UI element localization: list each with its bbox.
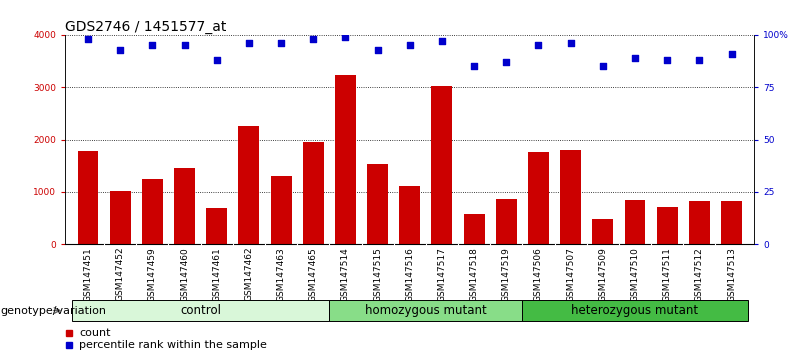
Bar xyxy=(528,152,549,244)
Bar xyxy=(72,300,330,321)
Point xyxy=(211,57,223,63)
Text: GSM147516: GSM147516 xyxy=(405,247,414,302)
Text: GSM147461: GSM147461 xyxy=(212,247,221,302)
Point xyxy=(500,59,512,65)
Bar xyxy=(657,207,678,244)
Bar xyxy=(109,191,131,244)
Bar xyxy=(335,75,356,244)
Text: percentile rank within the sample: percentile rank within the sample xyxy=(79,339,267,349)
Bar xyxy=(239,126,259,244)
Text: GSM147512: GSM147512 xyxy=(695,247,704,302)
Point xyxy=(725,51,738,57)
Text: control: control xyxy=(180,304,221,317)
Point xyxy=(629,55,642,61)
Text: heterozygous mutant: heterozygous mutant xyxy=(571,304,698,317)
Bar xyxy=(592,219,614,244)
Text: GSM147452: GSM147452 xyxy=(116,247,124,301)
Point xyxy=(403,42,416,48)
Point xyxy=(532,42,545,48)
Text: count: count xyxy=(79,327,111,337)
Bar xyxy=(560,150,581,244)
Text: GDS2746 / 1451577_at: GDS2746 / 1451577_at xyxy=(65,20,227,34)
Text: GSM147515: GSM147515 xyxy=(373,247,382,302)
Point xyxy=(371,47,384,52)
Bar xyxy=(271,176,291,244)
Bar xyxy=(496,199,517,244)
Text: GSM147459: GSM147459 xyxy=(148,247,157,302)
Point xyxy=(81,36,94,42)
Point xyxy=(468,63,480,69)
Text: GSM147517: GSM147517 xyxy=(437,247,446,302)
Bar xyxy=(330,300,523,321)
Point xyxy=(596,63,609,69)
Bar xyxy=(432,86,452,244)
Point xyxy=(693,57,705,63)
Text: GSM147519: GSM147519 xyxy=(502,247,511,302)
Text: GSM147462: GSM147462 xyxy=(244,247,254,301)
Point xyxy=(275,40,287,46)
Point xyxy=(178,42,191,48)
Point xyxy=(307,36,320,42)
Text: GSM147518: GSM147518 xyxy=(470,247,479,302)
Bar xyxy=(206,209,227,244)
Text: GSM147514: GSM147514 xyxy=(341,247,350,302)
Text: GSM147451: GSM147451 xyxy=(84,247,93,302)
Text: GSM147507: GSM147507 xyxy=(566,247,575,302)
Text: GSM147511: GSM147511 xyxy=(662,247,672,302)
Bar xyxy=(399,186,421,244)
Bar xyxy=(142,179,163,244)
Bar xyxy=(625,200,646,244)
Text: homozygous mutant: homozygous mutant xyxy=(365,304,487,317)
Text: GSM147506: GSM147506 xyxy=(534,247,543,302)
Text: GSM147510: GSM147510 xyxy=(630,247,639,302)
Point xyxy=(661,57,674,63)
Bar xyxy=(174,168,195,244)
Text: GSM147465: GSM147465 xyxy=(309,247,318,302)
Text: GSM147463: GSM147463 xyxy=(277,247,286,302)
Text: GSM147513: GSM147513 xyxy=(727,247,736,302)
Point xyxy=(339,34,352,40)
Bar xyxy=(367,164,388,244)
Text: GSM147460: GSM147460 xyxy=(180,247,189,302)
Point xyxy=(564,40,577,46)
Bar xyxy=(302,142,324,244)
Text: genotype/variation: genotype/variation xyxy=(1,306,107,315)
Bar xyxy=(689,201,710,244)
Bar xyxy=(523,300,748,321)
Point xyxy=(146,42,159,48)
Point xyxy=(436,39,448,44)
Point xyxy=(114,47,127,52)
Bar xyxy=(77,151,98,244)
Point xyxy=(243,40,255,46)
Bar xyxy=(721,201,742,244)
Bar xyxy=(464,214,484,244)
Text: GSM147509: GSM147509 xyxy=(598,247,607,302)
